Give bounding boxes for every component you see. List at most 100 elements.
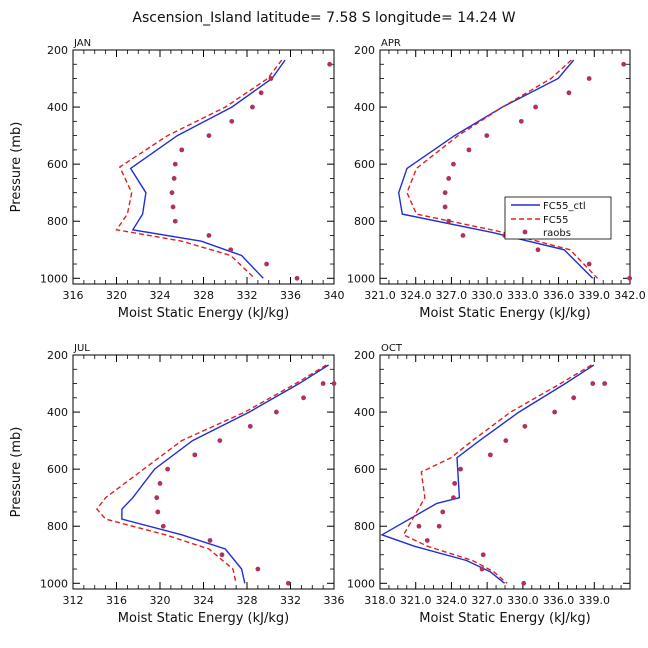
apr-y-tick-label: 400: [354, 101, 375, 114]
apr-raobs-point: [518, 118, 524, 124]
legend-swatch-obs: [522, 229, 528, 235]
jan-x-tick-label: 320: [106, 289, 127, 302]
apr-raobs-point: [466, 147, 472, 153]
jul-y-tick-label: 400: [47, 406, 68, 419]
jan-plot-frame: [72, 49, 335, 285]
jul-x-tick-label: 336: [324, 594, 345, 607]
oct-raobs-point: [451, 495, 456, 501]
jul-raobs-point: [192, 452, 198, 458]
apr-x-tick-label: 336.0: [543, 289, 575, 302]
apr-x-tick-label: 330.0: [471, 289, 503, 302]
jan-raobs-point: [206, 233, 212, 238]
jan-raobs-point: [169, 190, 175, 196]
jul-raobs-point: [273, 409, 279, 415]
apr-x-tick-label: 321.0: [364, 289, 396, 302]
oct-y-tick-label: 400: [354, 406, 375, 419]
apr-x-tick-label: 333.0: [507, 289, 539, 302]
jul-raobs-point: [301, 395, 306, 401]
jan-x-tick-label: 340: [324, 289, 345, 302]
jan-raobs-point: [327, 61, 333, 67]
panel-jan: 316 320 324 328 332 336 340 200 400 600 800 1000 JAN…: [9, 38, 345, 321]
figure-title: Ascension_Island latitude= 7.58 S longit…: [132, 10, 515, 26]
apr-x-tick-label: 342.0: [614, 289, 646, 302]
jul-raobs-point: [155, 509, 161, 515]
apr-y-tick-label: 200: [354, 44, 375, 57]
jan-raobs-point: [179, 147, 185, 153]
oct-raobs-point: [602, 381, 608, 386]
oct-raobs-point: [452, 481, 458, 486]
oct-y-tick-label: 200: [354, 349, 375, 362]
oct-x-tick-label: 324.0: [436, 594, 468, 607]
jan-x-axis-label: Moist Static Energy (kJ/kg): [118, 306, 289, 321]
jul-y-tick-label: 200: [47, 349, 68, 362]
jul-y-tick-label: 1000: [40, 577, 68, 590]
apr-fc55-ctl-line: [397, 59, 594, 279]
jul-x-tick-label: 320: [150, 594, 171, 607]
apr-raobs-point: [533, 104, 538, 110]
oct-fc55-ctl-line: [380, 364, 595, 584]
jan-y-axis-label: Pressure (mb): [9, 122, 24, 213]
oct-fc55-line: [402, 364, 592, 584]
jan-raobs-point: [170, 204, 176, 210]
oct-x-tick-label: 336.0: [543, 594, 575, 607]
apr-y-tick-label: 800: [354, 215, 375, 228]
jul-x-tick-label: 324: [193, 594, 214, 607]
oct-panel-label: OCT: [381, 343, 403, 354]
apr-raobs-point: [535, 247, 541, 253]
apr-panel-label: APR: [381, 38, 401, 49]
oct-raobs-point: [571, 395, 577, 401]
oct-raobs-point: [440, 509, 446, 515]
jul-raobs-point: [207, 538, 213, 543]
jan-raobs-point: [172, 218, 178, 224]
jan-raobs-point: [264, 261, 269, 267]
legend-label-ctl: FC55_ctl: [543, 201, 586, 212]
jan-raobs-point: [228, 247, 234, 253]
apr-raobs-point: [442, 190, 448, 196]
apr-raobs-point: [446, 176, 452, 181]
jan-raobs-point: [268, 76, 274, 81]
jul-y-tick-label: 600: [47, 463, 68, 476]
oct-raobs-point: [521, 580, 527, 586]
jan-y-tick-label: 1000: [40, 272, 68, 285]
jul-raobs-point: [165, 466, 171, 472]
apr-raobs-point: [446, 218, 452, 224]
legend: FC55_ctl FC55 raobs: [504, 196, 612, 240]
jul-raobs-point: [219, 552, 225, 558]
apr-raobs-point: [484, 133, 490, 139]
oct-y-tick-label: 600: [354, 463, 375, 476]
oct-x-tick-label: 318.0: [364, 594, 396, 607]
jul-raobs-point: [331, 381, 337, 386]
oct-raobs-point: [590, 381, 596, 386]
apr-x-tick-label: 327.0: [436, 289, 468, 302]
jul-fc55-line: [95, 364, 327, 584]
jan-raobs-point: [172, 161, 178, 167]
oct-raobs-point: [503, 438, 509, 444]
jul-x-tick-label: 328: [237, 594, 258, 607]
apr-raobs-point: [451, 161, 456, 167]
jan-raobs-point: [258, 90, 264, 96]
legend-label-fc: FC55: [543, 215, 568, 226]
panel-apr: 321.0 324.0 327.0 330.0 333.0 336.0 339.0 342.0…: [347, 38, 646, 321]
jan-raobs-point: [294, 275, 300, 281]
jul-x-tick-label: 312: [63, 594, 84, 607]
apr-x-axis-label: Moist Static Energy (kJ/kg): [419, 306, 590, 321]
jan-x-tick-label: 324: [150, 289, 171, 302]
oct-raobs-point: [424, 538, 430, 543]
oct-raobs-point: [436, 523, 442, 529]
jan-x-tick-label: 336: [280, 289, 301, 302]
oct-y-tick-label: 1000: [347, 577, 375, 590]
jan-panel-label: JAN: [73, 38, 91, 49]
legend-label-obs: raobs: [543, 228, 571, 239]
apr-x-tick-label: 339.0: [579, 289, 611, 302]
apr-raobs-point: [566, 90, 572, 96]
jul-raobs-point: [160, 523, 166, 529]
apr-raobs-point: [621, 61, 627, 67]
panel-jul: 312 316 320 324 328 332 336 200 400 600 800 1000 JUL…: [9, 343, 345, 626]
jul-raobs-point: [255, 566, 261, 572]
oct-raobs-point: [522, 423, 528, 429]
apr-x-tick-label: 324.0: [400, 289, 432, 302]
jan-raobs-point: [229, 118, 235, 124]
oct-plot-frame: [379, 354, 631, 590]
jan-fc55-line: [115, 59, 283, 279]
